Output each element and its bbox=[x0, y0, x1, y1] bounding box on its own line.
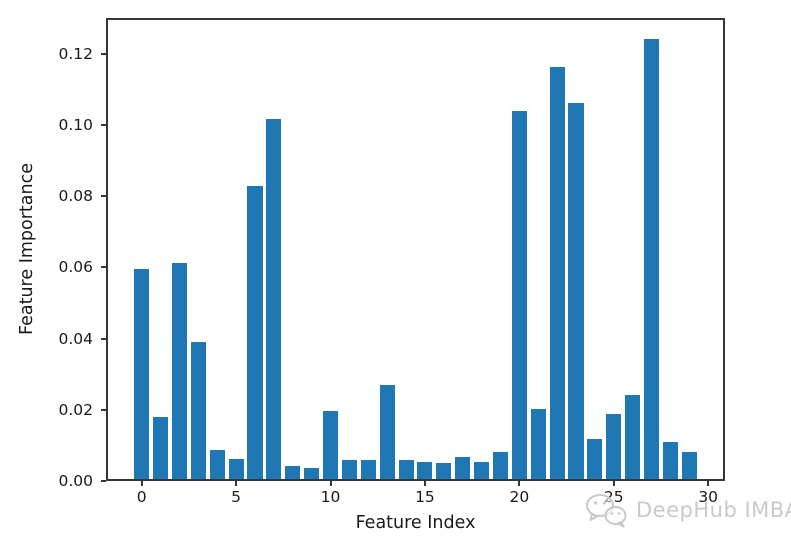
bar-feature-29 bbox=[681, 451, 697, 479]
y-tick-label-0.10: 0.10 bbox=[58, 115, 93, 134]
bar-feature-18 bbox=[474, 462, 490, 479]
x-tick-label-30: 30 bbox=[698, 488, 719, 506]
bar-feature-5 bbox=[228, 459, 244, 479]
bar-feature-1 bbox=[153, 417, 169, 479]
x-tick-mark-30 bbox=[707, 481, 710, 486]
y-tick-label-0.00: 0.00 bbox=[58, 472, 93, 490]
x-tick-label-15: 15 bbox=[415, 488, 435, 506]
watermark: DeepHub IMBA bbox=[584, 492, 791, 528]
x-tick-mark-5 bbox=[235, 481, 238, 486]
y-tick-mark-0.04 bbox=[101, 337, 106, 340]
y-tick-label-0.08: 0.08 bbox=[58, 187, 93, 206]
bar-feature-22 bbox=[549, 66, 565, 479]
bar-feature-24 bbox=[587, 438, 603, 479]
bar-feature-17 bbox=[455, 456, 471, 479]
bar-feature-2 bbox=[171, 263, 187, 479]
y-tick-mark-0.00 bbox=[101, 480, 106, 482]
bar-feature-13 bbox=[379, 384, 395, 479]
y-tick-mark-0.08 bbox=[101, 195, 106, 198]
y-tick-mark-0.10 bbox=[101, 123, 106, 126]
bar-feature-25 bbox=[606, 413, 622, 479]
x-tick-mark-20 bbox=[518, 481, 521, 486]
bar-feature-8 bbox=[285, 465, 301, 479]
y-tick-mark-0.06 bbox=[101, 266, 106, 269]
bar-feature-28 bbox=[662, 441, 678, 479]
bar-feature-27 bbox=[643, 38, 660, 479]
bar-feature-0 bbox=[134, 269, 150, 479]
bar-feature-12 bbox=[360, 459, 376, 479]
bar-feature-26 bbox=[625, 394, 641, 479]
y-tick-label-0.06: 0.06 bbox=[58, 258, 93, 277]
x-tick-label-5: 5 bbox=[231, 488, 242, 506]
x-axis-label: Feature Index bbox=[355, 513, 476, 533]
x-tick-label-20: 20 bbox=[509, 488, 530, 506]
bar-feature-16 bbox=[436, 462, 452, 479]
bar-feature-23 bbox=[568, 102, 584, 479]
bar-feature-9 bbox=[304, 468, 320, 479]
bar-feature-20 bbox=[511, 111, 527, 479]
bar-feature-7 bbox=[266, 118, 282, 479]
bar-feature-10 bbox=[322, 410, 339, 479]
y-tick-label-0.04: 0.04 bbox=[58, 329, 93, 348]
watermark-text: DeepHub IMBA bbox=[636, 498, 791, 522]
y-tick-label-0.02: 0.02 bbox=[58, 400, 93, 419]
y-tick-label-0.12: 0.12 bbox=[58, 44, 93, 63]
x-tick-label-0: 0 bbox=[136, 488, 147, 506]
bar-feature-3 bbox=[190, 341, 206, 479]
x-tick-mark-25 bbox=[612, 481, 615, 486]
bar-feature-6 bbox=[247, 185, 263, 479]
bar-feature-14 bbox=[398, 459, 414, 479]
y-tick-mark-0.12 bbox=[101, 52, 106, 55]
x-tick-mark-15 bbox=[423, 481, 426, 486]
bar-feature-21 bbox=[530, 408, 546, 479]
x-tick-label-10: 10 bbox=[320, 488, 341, 506]
x-tick-mark-0 bbox=[140, 481, 143, 486]
bar-feature-15 bbox=[417, 462, 433, 479]
bar-feature-11 bbox=[341, 459, 357, 479]
bar-feature-4 bbox=[209, 449, 225, 479]
x-tick-mark-10 bbox=[329, 481, 332, 486]
bar-feature-19 bbox=[492, 452, 509, 479]
plot-area bbox=[106, 18, 725, 481]
y-axis-label: Feature Importance bbox=[17, 163, 37, 335]
wechat-logo-icon bbox=[586, 494, 627, 528]
y-tick-mark-0.02 bbox=[101, 408, 106, 411]
